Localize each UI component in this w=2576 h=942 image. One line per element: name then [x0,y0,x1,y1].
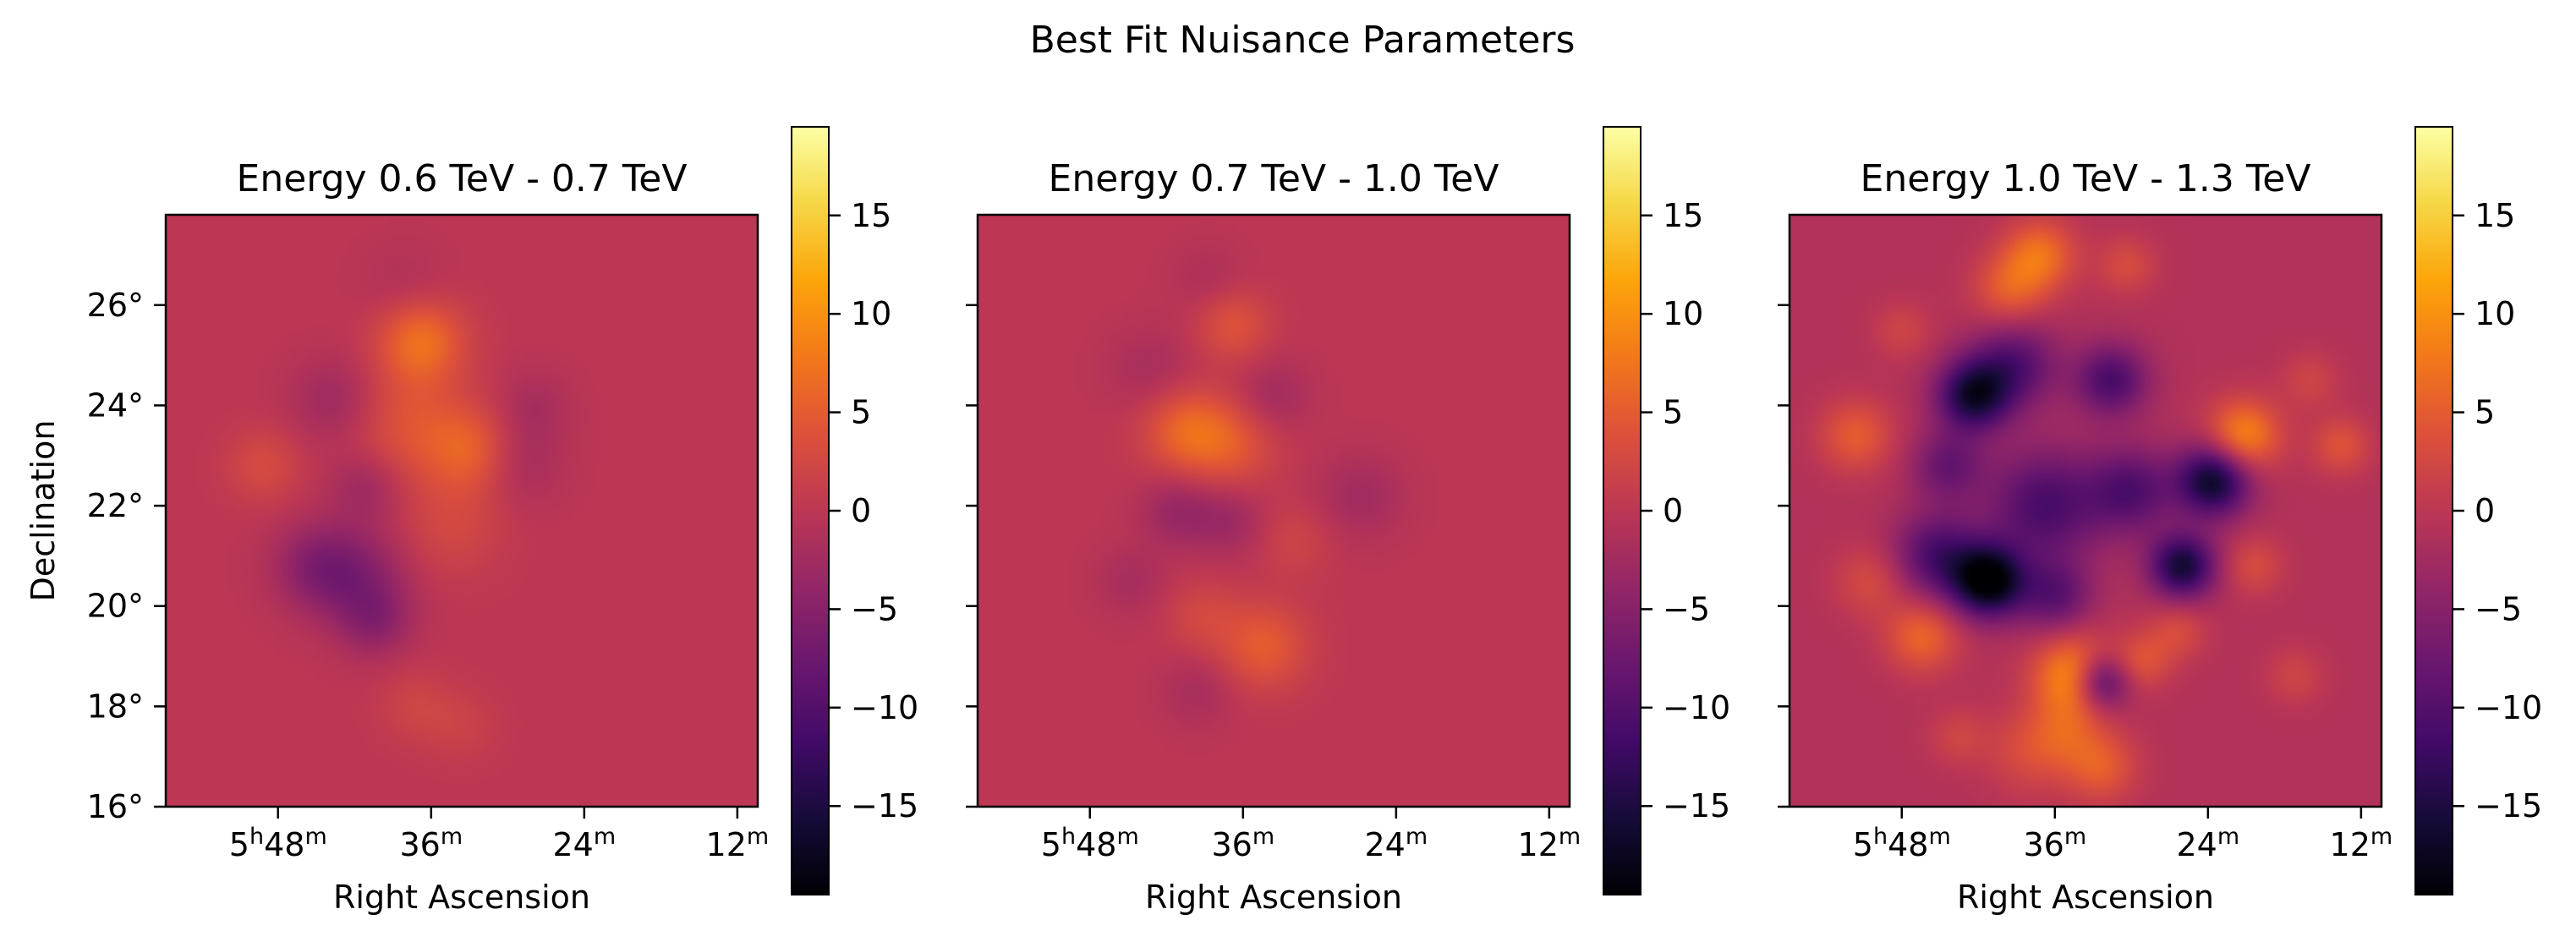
x-tick-label: 36m [399,824,463,863]
y-tick-label: 16° [87,788,144,825]
colorbar-tick-label: −5 [1663,590,1710,627]
colorbar-tick-label: 0 [1663,492,1683,529]
x-tick-label: 36m [2023,824,2086,863]
colorbar-tick-label: −15 [1663,787,1730,824]
x-tick-label: 12m [1518,824,1581,863]
colorbar-tick-label: −10 [1663,689,1730,726]
colorbar [1603,126,1642,895]
colorbar-tick-label: 0 [851,492,871,529]
colorbar-tick-label: 10 [851,295,891,332]
colorbar-tick-label: −10 [851,689,918,726]
x-axis-label: Right Ascension [1145,879,1402,916]
plot-frame [164,213,759,808]
y-tick-label: 22° [87,487,144,524]
panel-1: Energy 0.6 TeV - 0.7 TeV 16° 18° 20° 22° 24° 2… [25,126,918,916]
x-tick-label: 24m [1364,824,1428,863]
x-tick-label: 12m [2330,824,2393,863]
heatmap-image [1789,215,2381,807]
panels: Energy 0.6 TeV - 0.7 TeV 16° 18° 20° 22° 24° 2… [25,126,2542,916]
y-tick-label: 24° [87,386,144,424]
colorbar-tick-label: −5 [851,590,898,627]
colorbar-tick-label: 15 [2475,197,2515,234]
figure-title: Best Fit Nuisance Parameters [1030,19,1576,62]
panel-title: Energy 1.0 TeV - 1.3 TeV [1861,157,2311,200]
colorbar-tick-label: 15 [1663,197,1703,234]
colorbar-tick-label: 15 [851,197,891,234]
colorbar-tick-label: 0 [2475,492,2495,529]
panel-2: Energy 0.7 TeV - 1.0 TeV 5h48m 36m 24m 12m Ri… [966,126,1730,916]
colorbar-tick-label: 5 [851,394,871,431]
heatmap-image [978,215,1570,807]
colorbar-tick-label: 10 [1663,295,1703,332]
colorbar-tick-label: −15 [851,787,918,824]
colorbar [791,126,830,895]
plot-frame [976,213,1571,808]
colorbar-tick-label: −5 [2475,590,2522,627]
colorbar-tick-label: 5 [1663,394,1683,431]
panel-title: Energy 0.7 TeV - 1.0 TeV [1049,157,1499,200]
x-axis-label: Right Ascension [333,879,590,916]
y-tick-label: 18° [87,687,144,725]
x-tick-label: 24m [552,824,616,863]
x-tick-label: 5h48m [1041,824,1139,863]
plot-frame [1788,213,2383,808]
heatmap-image [166,215,758,807]
x-tick-label: 5h48m [229,824,327,863]
colorbar-tick-label: 5 [2475,394,2495,431]
y-tick-label: 20° [87,588,144,625]
colorbar-tick-label: −15 [2475,787,2542,824]
colorbar-tick-label: 10 [2475,295,2515,332]
x-tick-label: 36m [1211,824,1274,863]
x-tick-label: 24m [2176,824,2239,863]
panel-title: Energy 0.6 TeV - 0.7 TeV [237,157,688,200]
x-tick-label: 12m [706,824,770,863]
colorbar-tick-label: −10 [2475,689,2542,726]
panel-3: Energy 1.0 TeV - 1.3 TeV 5h48m 36m 24m 12m Ri… [1778,126,2542,916]
colorbar [2414,126,2453,895]
y-tick-label: 26° [87,287,144,324]
x-tick-label: 5h48m [1853,824,1951,863]
x-axis-label: Right Ascension [1957,879,2214,916]
y-axis-label: Declination [25,420,62,602]
